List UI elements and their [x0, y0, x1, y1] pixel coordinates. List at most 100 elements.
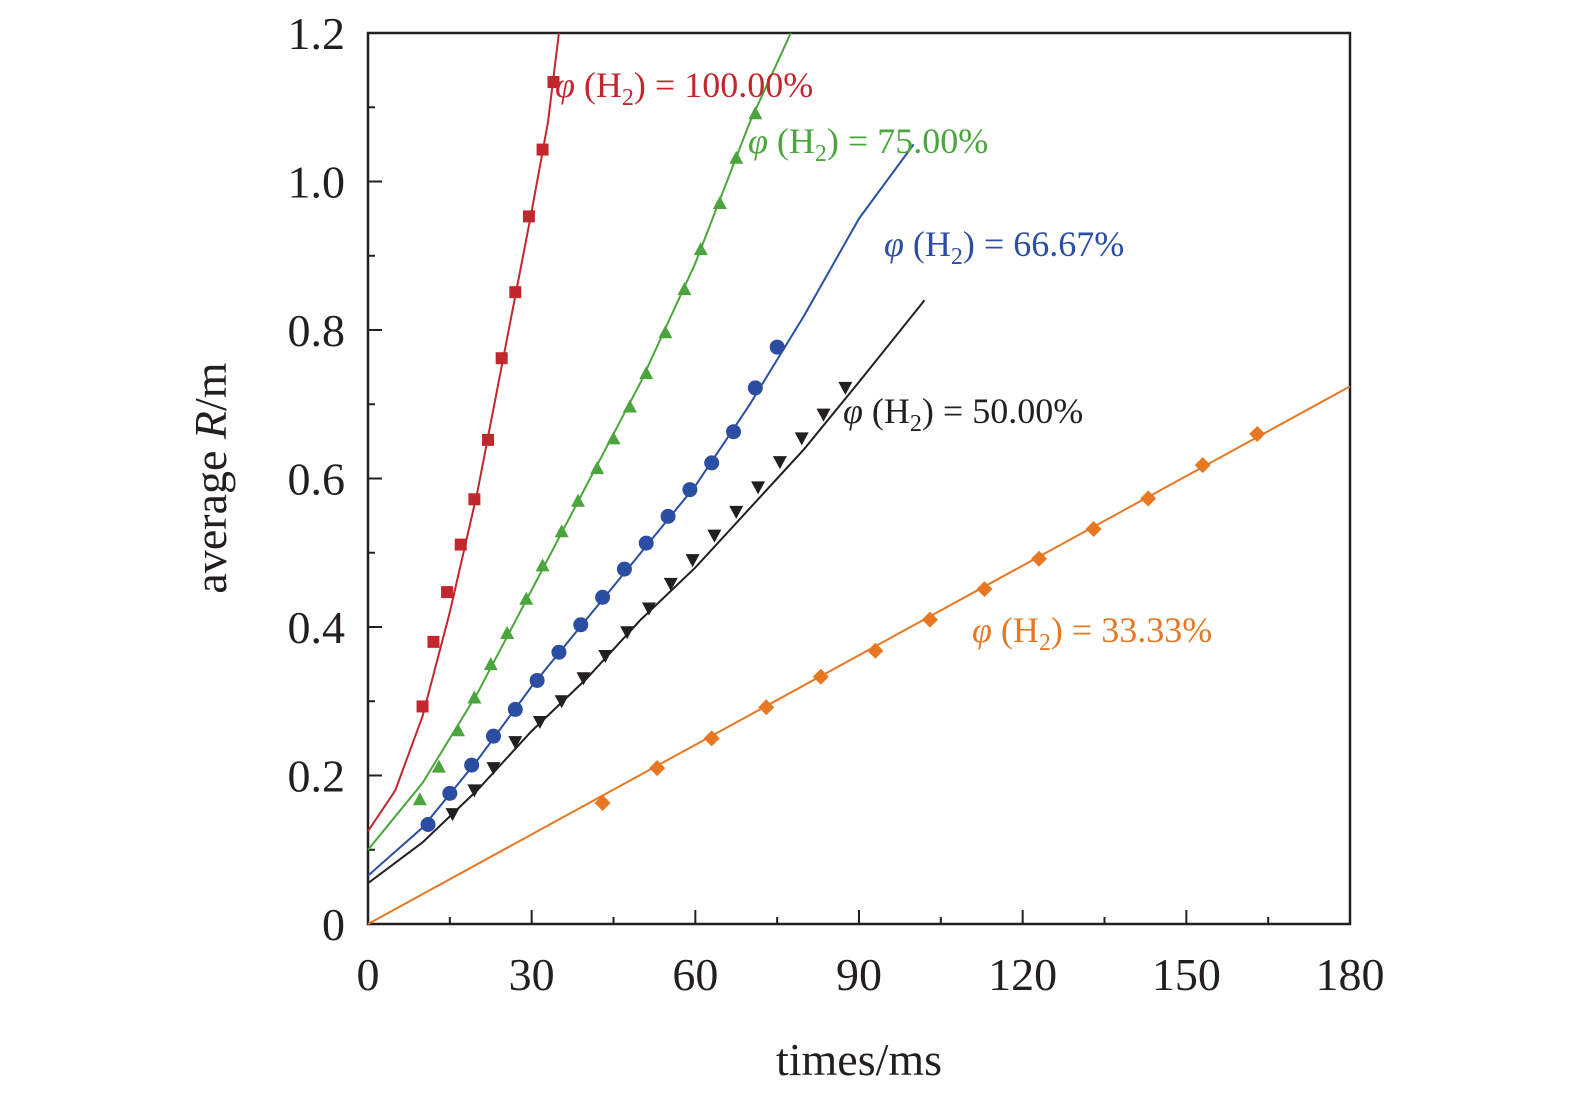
data-point	[685, 554, 700, 568]
data-point	[445, 808, 460, 822]
data-point	[729, 150, 744, 164]
data-point	[595, 589, 611, 605]
x-tick-label: 150	[1152, 949, 1221, 1000]
data-point	[1140, 490, 1157, 507]
x-tick-label: 90	[836, 949, 882, 1000]
data-point	[507, 701, 523, 717]
data-point	[707, 529, 722, 543]
x-tick-label: 30	[509, 949, 555, 1000]
data-point	[594, 794, 611, 811]
y-axis-title-variable: R	[185, 411, 236, 440]
data-point	[812, 668, 829, 685]
data-point	[649, 760, 666, 777]
data-point	[529, 672, 545, 688]
fit-curve-4	[367, 385, 1351, 925]
data-point	[468, 493, 481, 506]
x-tick-label: 60	[672, 949, 718, 1000]
data-point	[641, 602, 656, 616]
data-point	[758, 699, 775, 716]
data-point	[416, 700, 429, 713]
data-point	[500, 625, 515, 639]
data-point	[420, 817, 436, 833]
data-point	[816, 408, 831, 422]
series-label-4: φ (H2) = 33.33%	[972, 610, 1212, 656]
data-point	[532, 716, 547, 730]
y-axis-ticks: 0 0.2 0.4 0.6 0.8 1.0 1.2	[288, 8, 382, 950]
data-point	[703, 730, 720, 747]
data-point	[412, 792, 427, 806]
data-point	[682, 482, 698, 498]
x-tick-label: 120	[988, 949, 1057, 1000]
data-point	[638, 535, 654, 551]
data-point	[769, 339, 785, 355]
data-point	[495, 352, 508, 365]
data-point	[751, 481, 766, 495]
data-point	[519, 591, 534, 605]
data-point	[726, 424, 742, 440]
y-tick-label: 0	[322, 899, 345, 950]
series-label-1: φ (H2) = 75.00%	[748, 121, 988, 167]
data-point	[1194, 457, 1211, 474]
data-point	[748, 106, 763, 120]
data-point	[660, 508, 676, 524]
data-point	[658, 325, 673, 339]
data-point	[639, 366, 654, 380]
data-point	[663, 577, 678, 591]
plot-frame	[366, 31, 1352, 926]
data-point	[1085, 520, 1102, 537]
data-point	[547, 76, 560, 89]
data-point	[431, 759, 446, 773]
data-point	[535, 558, 550, 572]
data-point	[464, 757, 480, 773]
x-axis-ticks: 0 30 60 90 120 150 180	[357, 910, 1385, 1000]
data-point	[486, 762, 501, 776]
x-tick-label: 0	[357, 949, 380, 1000]
series-labels: φ (H2) = 100.00% φ (H2) = 75.00% φ (H2) = …	[555, 65, 1212, 656]
data-point	[1249, 425, 1266, 442]
data-point	[590, 461, 605, 475]
data-point	[551, 644, 567, 660]
y-tick-label: 0.8	[288, 305, 346, 356]
data-markers	[412, 76, 1266, 833]
data-point	[747, 380, 763, 396]
data-point	[451, 723, 466, 737]
data-point	[712, 196, 727, 210]
data-point	[509, 286, 522, 299]
data-point	[838, 381, 853, 395]
fit-curve-0	[367, 32, 560, 832]
data-point	[554, 695, 569, 709]
y-axis-title-prefix: average	[185, 439, 236, 594]
data-point	[598, 649, 613, 663]
x-tick-label: 180	[1316, 949, 1385, 1000]
data-point	[693, 242, 708, 256]
data-point	[482, 433, 495, 446]
fit-curve-3	[367, 299, 926, 885]
data-point	[867, 642, 884, 659]
data-point	[441, 586, 454, 599]
data-point	[976, 581, 993, 598]
data-point	[508, 736, 523, 750]
data-point	[427, 635, 440, 648]
data-point	[467, 690, 482, 704]
data-point	[622, 399, 637, 413]
data-point	[554, 524, 569, 538]
x-axis-title: times/ms	[776, 1034, 942, 1085]
data-point	[483, 657, 498, 671]
fit-curves	[367, 32, 1351, 925]
data-point	[606, 431, 621, 445]
data-point	[729, 505, 744, 519]
fit-curve-2	[367, 143, 915, 877]
data-point	[677, 282, 692, 296]
y-tick-label: 0.6	[288, 454, 346, 505]
data-point	[576, 672, 591, 686]
data-point	[620, 626, 635, 640]
y-axis-title: average R/m	[185, 362, 236, 593]
data-point	[454, 538, 467, 551]
series-label-2: φ (H2) = 66.67%	[884, 224, 1124, 270]
series-label-0: φ (H2) = 100.00%	[555, 65, 813, 111]
data-point	[616, 561, 632, 577]
y-tick-label: 1.0	[288, 157, 346, 208]
data-point	[522, 210, 535, 223]
data-point	[921, 611, 938, 628]
y-tick-label: 0.4	[288, 602, 346, 653]
